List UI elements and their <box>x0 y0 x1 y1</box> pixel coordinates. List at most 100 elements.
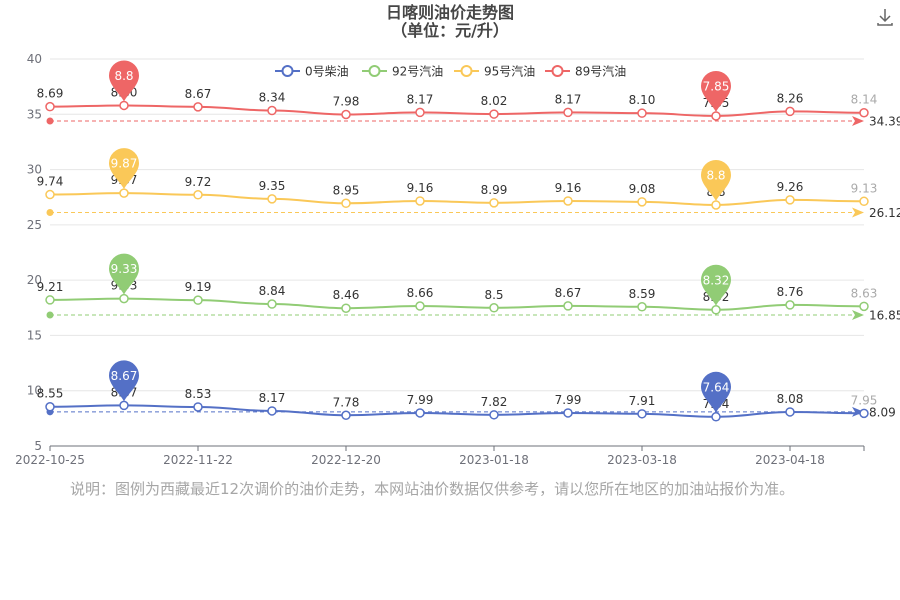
average-start-marker <box>46 208 54 216</box>
data-label: 9.19 <box>185 280 212 294</box>
data-label: 7.99 <box>555 393 582 407</box>
data-point <box>563 196 573 206</box>
data-point <box>637 409 647 419</box>
data-point <box>45 189 55 200</box>
pin-shape <box>109 360 139 402</box>
pin-shape <box>701 159 731 201</box>
data-label: 8.02 <box>481 94 508 108</box>
data-label: 8.63 <box>851 286 878 300</box>
series-group: 8.09 8.55 8.67 8.53 8.17 7.78 7.99 7.82 7.99 7.91… <box>37 85 900 422</box>
y-tick-label: 30 <box>27 163 42 177</box>
series-1: 16.859.219.339.198.848.468.668.58.678.59… <box>37 279 900 323</box>
legend-marker <box>460 65 473 77</box>
data-label: 9.72 <box>185 175 212 189</box>
data-label: 7.78 <box>333 395 360 409</box>
data-label: 9.16 <box>407 181 434 195</box>
grid-lines <box>50 58 864 392</box>
data-point <box>341 303 351 313</box>
x-tick-label: 2023-01-18 <box>459 453 529 467</box>
marker-pins: 8.67 7.64 9.33 8.32 9.87 8.8 8.8 7.85 <box>109 60 731 413</box>
data-label: 8.76 <box>777 285 804 299</box>
pin-label: 8.67 <box>111 369 138 383</box>
data-point <box>711 412 721 422</box>
data-point <box>415 196 425 206</box>
legend-label: 95号汽油 <box>484 64 535 79</box>
x-tick-label: 2022-12-20 <box>311 453 381 467</box>
data-point <box>341 198 351 209</box>
data-label: 7.98 <box>333 95 360 109</box>
data-point <box>267 105 277 116</box>
data-point <box>341 109 351 120</box>
y-tick-label: 15 <box>27 328 42 342</box>
data-label: 8.69 <box>37 87 64 101</box>
data-point <box>859 301 869 312</box>
pin-label: 8.32 <box>703 273 730 287</box>
y-tick-label: 25 <box>27 218 42 232</box>
data-point <box>193 190 203 200</box>
pin-label: 7.64 <box>703 380 730 394</box>
download-button[interactable] <box>874 6 896 28</box>
pin-shape <box>109 148 139 190</box>
y-tick-label: 5 <box>34 439 42 453</box>
data-point <box>859 196 869 207</box>
series-0: 8.098.558.678.538.177.787.997.827.997.91… <box>37 385 896 422</box>
legend-item[interactable]: 95号汽油 <box>454 64 535 79</box>
data-point <box>489 410 499 420</box>
data-point <box>341 410 351 421</box>
data-point <box>193 295 203 305</box>
y-tick-label: 20 <box>27 273 42 287</box>
data-point <box>193 402 203 412</box>
min-pin: 8.32 <box>701 264 731 306</box>
average-arrow <box>852 406 864 417</box>
data-point <box>489 109 499 119</box>
data-label: 8.17 <box>407 92 434 106</box>
data-point <box>563 408 573 418</box>
average-label: 8.09 <box>869 405 896 419</box>
data-point <box>859 408 869 419</box>
data-point <box>119 100 129 111</box>
data-point <box>45 101 55 112</box>
data-label: 8.46 <box>333 288 360 302</box>
legend-label: 0号柴油 <box>305 65 349 79</box>
data-label: 8.17 <box>259 391 286 405</box>
x-tick-label: 2022-10-25 <box>15 453 85 467</box>
data-point <box>415 408 425 418</box>
average-arrow <box>852 116 864 127</box>
data-point <box>859 107 869 118</box>
chart-subtitle: （单位：元/升） <box>391 21 509 40</box>
legend-label: 89号汽油 <box>575 64 626 79</box>
data-label: 9.16 <box>555 181 582 195</box>
pin-label: 7.85 <box>703 79 730 93</box>
data-label: 7.99 <box>407 393 434 407</box>
data-label: 8.10 <box>629 93 656 107</box>
data-label: 8.66 <box>407 286 434 300</box>
data-point <box>119 188 129 198</box>
data-point <box>785 195 795 205</box>
data-label: 8.59 <box>629 287 656 301</box>
series-3: 34.398.698.808.678.347.988.178.028.178.1… <box>37 85 900 128</box>
pin-shape <box>701 371 731 413</box>
data-label: 9.35 <box>259 179 286 193</box>
average-arrow <box>852 309 864 320</box>
data-point <box>193 102 203 112</box>
legend-item[interactable]: 89号汽油 <box>545 64 626 79</box>
y-tick-label: 10 <box>27 384 42 398</box>
pin-label: 9.33 <box>111 262 138 276</box>
max-pin: 8.8 <box>109 60 139 102</box>
data-label: 8.5 <box>484 288 503 302</box>
legend-marker <box>281 65 294 77</box>
legend[interactable]: 0号柴油 92号汽油 95号汽油 89号汽油 <box>275 64 626 79</box>
data-point <box>267 299 277 309</box>
data-label: 8.67 <box>185 87 212 101</box>
x-tick-label: 2022-11-22 <box>163 453 233 467</box>
data-point <box>785 300 795 310</box>
legend-item[interactable]: 92号汽油 <box>362 64 443 79</box>
axes: 5 10 15 20 25 30 35 40 2022-10-25 2022-11-22 2022-… <box>15 52 865 467</box>
x-tick-label: 2023-03-18 <box>607 453 677 467</box>
data-point <box>415 107 425 118</box>
data-point <box>637 302 647 312</box>
legend-marker <box>551 65 564 77</box>
legend-item[interactable]: 0号柴油 <box>275 65 349 79</box>
average-start-marker <box>46 311 54 319</box>
chart-title: 日喀则油价走势图 <box>385 3 514 22</box>
